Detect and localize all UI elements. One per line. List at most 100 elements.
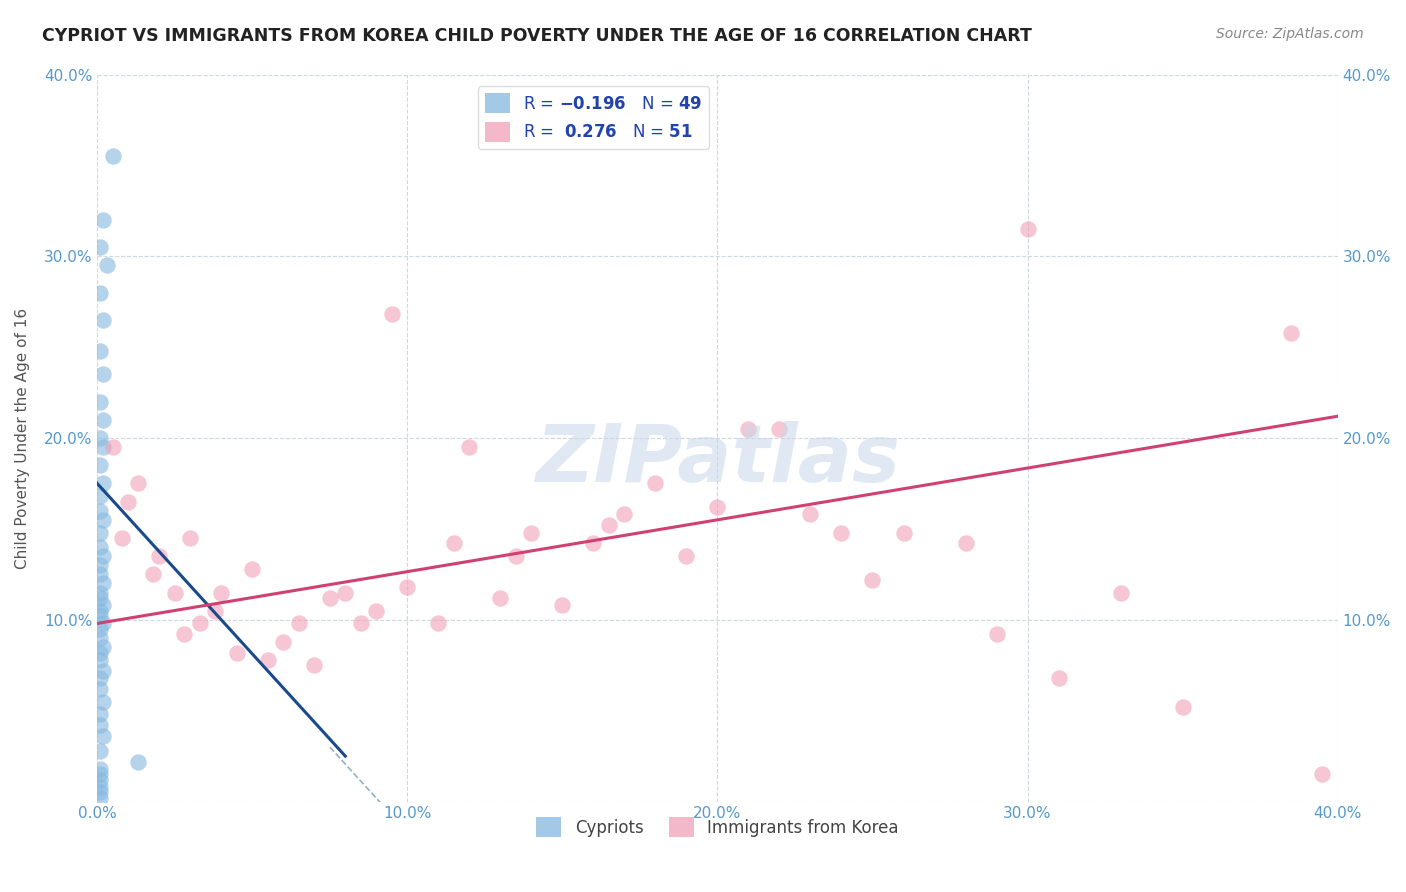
Point xyxy=(706,500,728,515)
Point xyxy=(209,585,232,599)
Point xyxy=(89,622,111,636)
Point xyxy=(163,585,186,599)
Point xyxy=(505,549,527,564)
Point xyxy=(127,476,149,491)
Point xyxy=(256,653,278,667)
Point xyxy=(93,513,115,527)
Point xyxy=(396,580,419,594)
Point xyxy=(142,567,165,582)
Point xyxy=(89,525,111,540)
Point xyxy=(489,591,512,605)
Point xyxy=(381,308,404,322)
Point xyxy=(1171,700,1194,714)
Point xyxy=(1279,326,1302,340)
Point xyxy=(350,616,373,631)
Point xyxy=(427,616,450,631)
Point xyxy=(89,504,111,518)
Point xyxy=(335,585,357,599)
Point xyxy=(93,413,115,427)
Point xyxy=(93,616,115,631)
Point xyxy=(93,440,115,454)
Point xyxy=(89,585,111,599)
Point xyxy=(89,458,111,473)
Point xyxy=(89,489,111,503)
Point xyxy=(101,440,124,454)
Point xyxy=(582,536,605,550)
Point xyxy=(89,653,111,667)
Point xyxy=(1310,767,1333,781)
Point xyxy=(93,729,115,743)
Point xyxy=(93,599,115,613)
Point xyxy=(830,525,852,540)
Point xyxy=(117,494,139,508)
Point xyxy=(93,576,115,591)
Point xyxy=(737,422,759,436)
Point xyxy=(89,707,111,722)
Point xyxy=(675,549,697,564)
Text: ZIPatlas: ZIPatlas xyxy=(534,421,900,499)
Point xyxy=(225,646,247,660)
Text: CYPRIOT VS IMMIGRANTS FROM KOREA CHILD POVERTY UNDER THE AGE OF 16 CORRELATION C: CYPRIOT VS IMMIGRANTS FROM KOREA CHILD P… xyxy=(42,27,1032,45)
Point xyxy=(89,567,111,582)
Point xyxy=(89,780,111,794)
Point xyxy=(799,508,821,522)
Point xyxy=(893,525,915,540)
Point xyxy=(598,518,620,533)
Point xyxy=(89,431,111,445)
Point xyxy=(1017,222,1039,236)
Point xyxy=(89,718,111,732)
Point xyxy=(304,658,326,673)
Point xyxy=(89,540,111,554)
Point xyxy=(644,476,666,491)
Point xyxy=(89,671,111,685)
Point xyxy=(443,536,465,550)
Point xyxy=(288,616,311,631)
Point xyxy=(89,631,111,645)
Point xyxy=(89,744,111,758)
Point xyxy=(89,646,111,660)
Point xyxy=(89,609,111,624)
Point xyxy=(93,695,115,709)
Point xyxy=(96,259,118,273)
Text: Source: ZipAtlas.com: Source: ZipAtlas.com xyxy=(1216,27,1364,41)
Point xyxy=(93,213,115,227)
Point xyxy=(366,604,388,618)
Legend: Cypriots, Immigrants from Korea: Cypriots, Immigrants from Korea xyxy=(530,811,905,844)
Point xyxy=(551,599,574,613)
Point xyxy=(89,240,111,254)
Point xyxy=(240,562,263,576)
Point xyxy=(89,762,111,776)
Point xyxy=(955,536,977,550)
Point xyxy=(458,440,481,454)
Point xyxy=(188,616,211,631)
Point xyxy=(111,531,134,545)
Point xyxy=(89,785,111,799)
Point xyxy=(93,476,115,491)
Point xyxy=(1047,671,1070,685)
Y-axis label: Child Poverty Under the Age of 16: Child Poverty Under the Age of 16 xyxy=(15,308,30,568)
Point xyxy=(93,640,115,654)
Point xyxy=(89,285,111,300)
Point xyxy=(89,791,111,805)
Point xyxy=(89,767,111,781)
Point xyxy=(89,604,111,618)
Point xyxy=(271,634,294,648)
Point xyxy=(862,573,884,587)
Point xyxy=(93,368,115,382)
Point xyxy=(768,422,790,436)
Point xyxy=(93,313,115,327)
Point xyxy=(101,149,124,163)
Point xyxy=(127,755,149,769)
Point xyxy=(204,604,226,618)
Point xyxy=(986,627,1008,641)
Point xyxy=(89,681,111,696)
Point xyxy=(148,549,170,564)
Point xyxy=(520,525,543,540)
Point xyxy=(89,558,111,573)
Point xyxy=(613,508,636,522)
Point xyxy=(89,591,111,605)
Point xyxy=(1109,585,1132,599)
Point xyxy=(93,549,115,564)
Point xyxy=(93,664,115,678)
Point xyxy=(319,591,342,605)
